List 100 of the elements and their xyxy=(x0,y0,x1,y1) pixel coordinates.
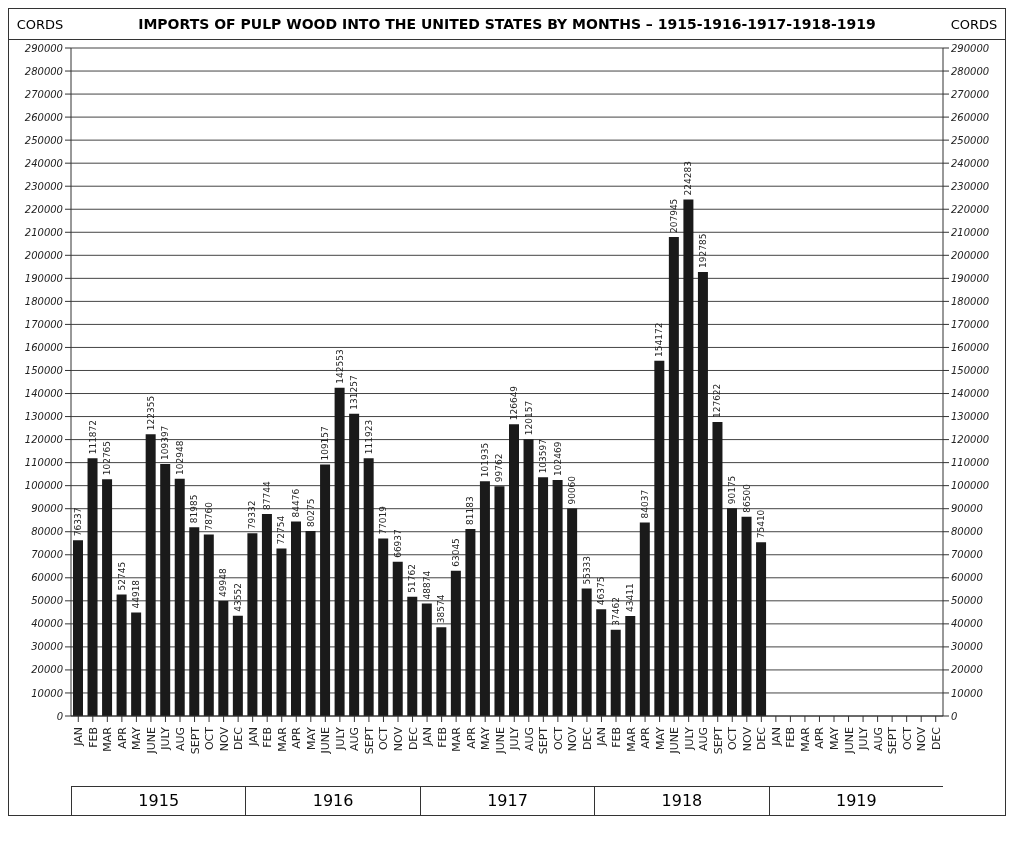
data-label: 109397 xyxy=(160,425,171,461)
bar xyxy=(392,561,403,716)
y-tick-label: 260000 xyxy=(24,111,63,123)
data-label: 154172 xyxy=(654,322,665,357)
x-tick-label: MAY xyxy=(653,726,667,750)
data-label: 224283 xyxy=(683,161,694,196)
y2-tick-label: 0 xyxy=(951,710,958,722)
x-tick-label: JULY xyxy=(682,726,696,751)
x-tick-label: AUG xyxy=(697,727,711,752)
y2-tick-label: 140000 xyxy=(951,388,990,400)
bar xyxy=(654,360,665,716)
x-tick-label: MAR xyxy=(798,726,812,752)
y2-tick-label: 210000 xyxy=(951,226,990,238)
y-tick-label: 230000 xyxy=(24,180,63,192)
bar xyxy=(145,434,156,716)
bar xyxy=(131,612,142,716)
x-tick-label: NOV xyxy=(217,726,231,752)
x-tick-label: JUNE xyxy=(144,726,158,755)
y2-tick-label: 180000 xyxy=(951,295,990,307)
data-label: 79332 xyxy=(247,500,258,530)
x-tick-label: JAN xyxy=(769,727,783,747)
x-tick-label: FEB xyxy=(784,727,798,748)
data-label: 81183 xyxy=(465,496,476,525)
x-tick-label: FEB xyxy=(261,727,275,748)
y-tick-label: 20000 xyxy=(31,664,63,676)
data-label: 48874 xyxy=(421,570,432,600)
x-tick-label: JAN xyxy=(421,727,435,747)
data-label: 126649 xyxy=(509,385,519,421)
x-tick-label: DEC xyxy=(929,726,943,751)
data-label: 192785 xyxy=(697,233,708,268)
x-tick-label: APR xyxy=(290,726,304,749)
x-tick-label: JAN xyxy=(595,727,609,747)
data-label: 102469 xyxy=(552,441,563,476)
y-tick-label: 200000 xyxy=(24,249,63,261)
x-tick-label: JUNE xyxy=(319,726,333,755)
data-label: 127622 xyxy=(712,383,723,419)
data-label: 207945 xyxy=(668,198,679,234)
y-tick-label: 130000 xyxy=(24,411,63,423)
data-label: 43552 xyxy=(232,583,243,612)
data-label: 90175 xyxy=(727,475,737,505)
bar xyxy=(116,594,127,716)
y-tick-label: 170000 xyxy=(24,318,63,330)
data-label: 37462 xyxy=(610,597,621,626)
x-tick-label: AUG xyxy=(522,727,536,752)
data-label: 77019 xyxy=(378,505,389,535)
x-tick-label: SEPT xyxy=(188,726,202,755)
x-tick-label: JAN xyxy=(72,727,86,747)
data-label: 103597 xyxy=(538,439,549,474)
x-tick-label: JULY xyxy=(333,726,347,751)
x-tick-label: FEB xyxy=(435,727,449,748)
y2-tick-label: 70000 xyxy=(951,549,983,561)
y-tick-label: 60000 xyxy=(31,572,63,584)
x-tick-label: APR xyxy=(464,726,478,749)
x-tick-label: JUNE xyxy=(493,726,507,755)
bar xyxy=(697,271,708,716)
x-tick-label: MAR xyxy=(101,726,115,752)
x-tick-label: JUNE xyxy=(842,726,856,755)
x-tick-label: SEPT xyxy=(362,726,376,755)
y2-tick-label: 30000 xyxy=(951,641,983,653)
data-label: 109157 xyxy=(320,426,331,461)
y2-tick-label: 80000 xyxy=(951,526,983,538)
y-tick-label: 10000 xyxy=(31,687,63,699)
x-tick-label: SEPT xyxy=(711,726,725,755)
y-tick-label: 50000 xyxy=(31,595,63,607)
y-tick-label: 240000 xyxy=(24,157,63,169)
x-tick-label: JUNE xyxy=(668,726,682,755)
bar xyxy=(102,479,113,716)
y-tick-label: 150000 xyxy=(24,365,63,377)
x-tick-label: APR xyxy=(115,726,129,749)
bar xyxy=(494,486,505,716)
x-tick-label: MAR xyxy=(275,726,289,752)
y2-tick-label: 260000 xyxy=(951,111,990,123)
data-label: 63045 xyxy=(450,538,461,567)
data-label: 76337 xyxy=(73,507,83,537)
x-tick-label: MAR xyxy=(450,726,464,752)
bar xyxy=(581,588,592,716)
bar xyxy=(160,464,171,716)
bar xyxy=(509,424,519,716)
y-tick-label: 110000 xyxy=(24,457,63,469)
y-axis-title: CORDS xyxy=(15,16,65,32)
y2-tick-label: 250000 xyxy=(951,134,990,146)
y-tick-label: 190000 xyxy=(24,272,63,284)
bar xyxy=(73,540,83,716)
data-label: 102948 xyxy=(174,440,185,475)
data-label: 111872 xyxy=(87,419,98,455)
y-tick-label: 280000 xyxy=(24,65,63,77)
y-tick-label: 80000 xyxy=(31,526,63,538)
data-label: 81985 xyxy=(189,494,200,524)
bar xyxy=(625,616,636,716)
x-tick-label: APR xyxy=(639,726,653,749)
x-tick-label: DEC xyxy=(232,726,246,751)
y2-tick-label: 170000 xyxy=(951,318,990,330)
x-tick-label: AUG xyxy=(871,727,885,752)
y2-tick-label: 290000 xyxy=(951,42,990,54)
text: 1917 xyxy=(419,787,595,815)
y-tick-label: 140000 xyxy=(24,388,63,400)
x-tick-label: JULY xyxy=(159,726,173,751)
x-tick-label: FEB xyxy=(86,727,100,748)
data-label: 78760 xyxy=(203,501,214,531)
x-tick-label: SEPT xyxy=(537,726,551,755)
